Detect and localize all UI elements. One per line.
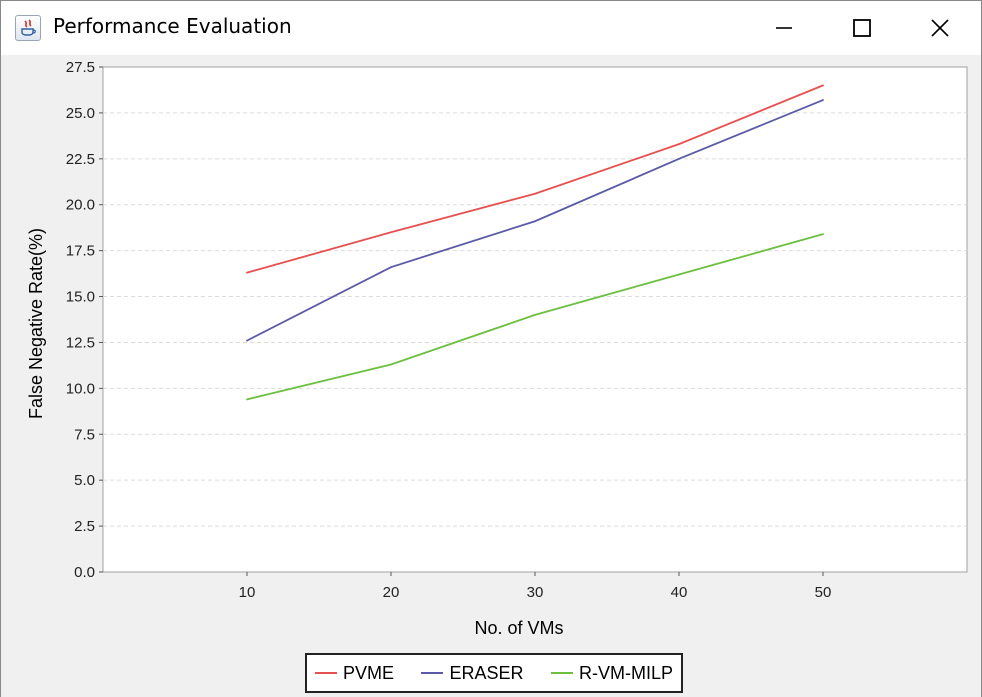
legend-item-r-vm-milp: R-VM-MILP <box>550 662 673 684</box>
data-point-r-vm-milp <box>246 398 248 401</box>
y-tick-label: 20.0 <box>66 197 95 214</box>
data-point-eraser <box>534 220 536 223</box>
data-point-pvme <box>390 231 392 234</box>
data-point-pvme <box>246 271 248 274</box>
legend-swatch <box>550 672 573 674</box>
y-tick-label: 17.5 <box>66 243 95 260</box>
data-point-pvme <box>534 192 536 195</box>
data-point-pvme <box>678 143 680 146</box>
data-point-eraser <box>246 339 248 342</box>
y-tick-label: 25.0 <box>66 105 95 122</box>
x-tick-label: 50 <box>815 584 832 601</box>
x-tick-label: 40 <box>671 584 688 601</box>
legend-item-pvme: PVME <box>315 663 394 684</box>
data-point-eraser <box>390 266 392 269</box>
legend-swatch <box>315 672 337 674</box>
y-tick-label: 12.5 <box>66 334 95 351</box>
data-point-pvme <box>822 84 824 87</box>
y-tick-label: 22.5 <box>66 151 95 168</box>
minimize-button[interactable] <box>744 1 824 55</box>
x-tick-label: 20 <box>383 584 400 601</box>
legend-item-eraser: ERASER <box>421 662 524 684</box>
chart-panel: 0.0 2.5 5.0 7.5 10.0 12.5 15.0 17.5 20.0 22.5 25.0… <box>1 55 981 697</box>
line-chart: 0.0 2.5 5.0 7.5 10.0 12.5 15.0 17.5 20.0 22.5 25.0… <box>26 59 968 638</box>
java-icon <box>15 15 41 41</box>
legend-label: PVME <box>343 662 395 683</box>
y-tick-label: 2.5 <box>74 518 95 535</box>
close-icon <box>931 19 949 37</box>
plot-background <box>102 66 968 573</box>
y-tick-label: 27.5 <box>66 59 95 76</box>
data-point-eraser <box>822 99 824 101</box>
data-point-eraser <box>678 157 680 160</box>
y-tick-label: 5.0 <box>74 472 95 489</box>
legend-label: R-VM-MILP <box>578 662 673 683</box>
legend-label: ERASER <box>449 662 524 683</box>
y-tick-label: 10.0 <box>66 380 95 397</box>
y-axis-title: False Negative Rate(%) <box>26 228 46 419</box>
x-tick-label: 10 <box>239 584 256 601</box>
window-title: Performance Evaluation <box>53 14 292 38</box>
title-bar[interactable]: Performance Evaluation <box>1 1 981 55</box>
x-axis-title: No. of VMs <box>474 618 563 638</box>
maximize-button[interactable] <box>822 1 902 55</box>
y-tick-label: 7.5 <box>74 426 95 443</box>
legend-swatch <box>421 672 444 674</box>
data-point-r-vm-milp <box>822 233 824 236</box>
data-point-r-vm-milp <box>678 273 680 276</box>
minimize-icon <box>776 27 792 29</box>
y-tick-label: 15.0 <box>66 289 95 306</box>
data-point-r-vm-milp <box>390 363 392 366</box>
close-button[interactable] <box>900 1 980 55</box>
chart-legend: PVME ERASER R-VM-MILP <box>305 653 683 693</box>
x-tick-label: 30 <box>527 584 544 601</box>
data-point-r-vm-milp <box>534 314 536 316</box>
y-tick-label: 0.0 <box>74 564 95 581</box>
maximize-icon <box>853 19 871 37</box>
